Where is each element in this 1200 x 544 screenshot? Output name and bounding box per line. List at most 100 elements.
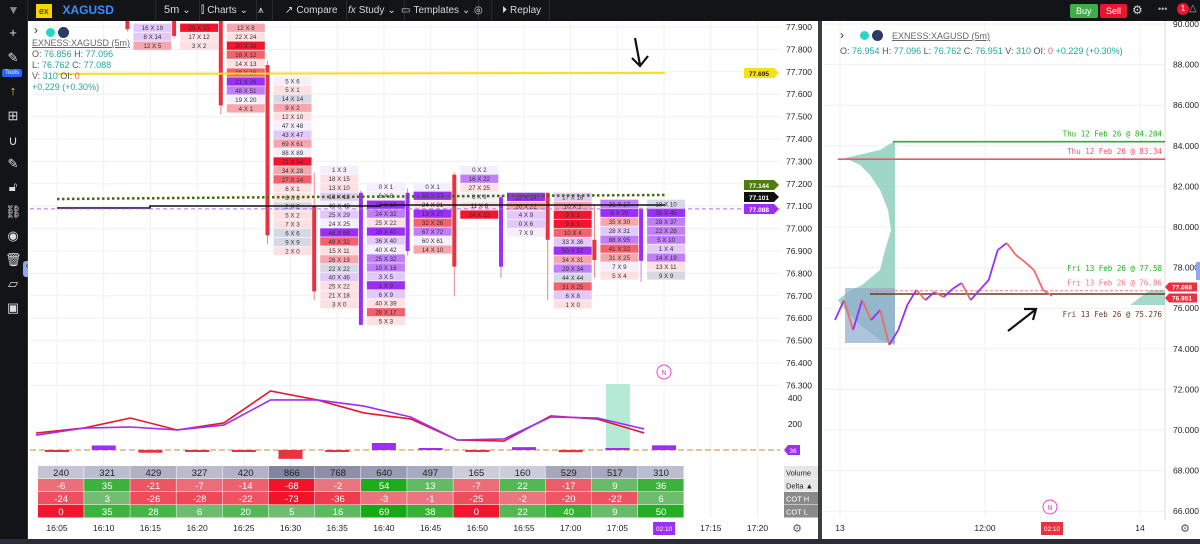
link-icon[interactable]: ⛓ <box>5 204 22 219</box>
table-cell-value: -2 <box>334 481 342 492</box>
price-line-segment <box>934 291 944 298</box>
price-axis-label: 77.800 <box>786 44 812 54</box>
footprint-cell <box>553 228 592 237</box>
chevron-down-icon: ⌄ <box>462 5 471 16</box>
footprint-cell-text: 10 X 16 <box>375 265 397 272</box>
table-cell-value: 9 <box>612 481 617 492</box>
footprint-cell-text: 5 X 6 <box>285 78 300 85</box>
footprint-cell-text: 25 X 22 <box>375 220 397 227</box>
panel-divider[interactable] <box>818 21 822 544</box>
time-axis-label: 16:20 <box>186 523 208 533</box>
news-marker <box>1042 499 1058 515</box>
footprint-cell <box>273 148 312 157</box>
bear-candle <box>312 206 317 292</box>
warning-icon[interactable]: △ <box>1189 3 1197 14</box>
buy-button[interactable]: Buy <box>1070 4 1098 18</box>
table-cell-value: 165 <box>468 468 484 479</box>
footprint-cell <box>273 157 312 166</box>
price-axis-label: 86.000 <box>1173 100 1199 110</box>
symbol-link[interactable]: EXNESS:XAGUSD (5m) <box>32 38 131 48</box>
footprint-cell <box>647 208 686 217</box>
footprint-cell-text: 22 X 28 <box>655 228 677 235</box>
study-dropdown[interactable]: fx Study ⌄ <box>340 0 405 21</box>
table-cell <box>545 479 592 492</box>
table-cell-value: 40 <box>563 507 574 518</box>
footprint-cell-text: 17 X 12 <box>188 34 210 41</box>
grid-icon[interactable]: ⊞ <box>7 108 19 123</box>
fx-icon: fx <box>348 5 356 16</box>
price-axis-label: 77.400 <box>786 134 812 144</box>
crosshair-icon[interactable]: + <box>9 25 17 40</box>
magnet-icon[interactable]: ∪ <box>8 133 18 148</box>
footprint-cell <box>413 236 452 245</box>
footprint-cell-text: 21 X 18 <box>329 293 351 300</box>
table-cell <box>453 505 499 518</box>
table-cell-value: 529 <box>561 468 577 479</box>
footprint-cell <box>366 281 405 290</box>
replay-button[interactable]: ⏵ Replay <box>494 0 551 21</box>
price-tag <box>1165 293 1197 303</box>
arrow-annotation-icon <box>631 37 649 68</box>
symbol-selector[interactable]: ex XAGUSD <box>28 0 156 21</box>
pen-icon[interactable]: ✎ <box>7 50 19 65</box>
trash-icon[interactable]: 🗑︎ <box>5 252 22 267</box>
footprint-cell-text: 19 X 20 <box>235 97 257 104</box>
table-cell-value: 0 <box>474 507 479 518</box>
footprint-cell <box>180 41 219 50</box>
gear-icon[interactable]: ⚙ <box>1132 3 1143 17</box>
charts-dropdown[interactable]: ⫿ Charts ⌄ <box>193 0 258 21</box>
ruler-icon[interactable]: ▱ <box>8 276 18 291</box>
eye-icon[interactable]: ◉ <box>7 228 19 243</box>
footprint-cell-text: 28 X 41 <box>375 229 397 236</box>
footprint-cell <box>366 227 405 236</box>
interval-dropdown[interactable]: 5m ⌄ <box>156 0 200 21</box>
footprint-cell-text: 2 X 0 <box>285 249 300 256</box>
symbol-link[interactable]: EXNESS:XAGUSD (5m) <box>892 31 991 41</box>
collapse-legend-chevron[interactable]: › <box>34 23 38 37</box>
price-axis-label: 66.000 <box>1173 506 1199 516</box>
alert-badge[interactable]: 1 <box>1177 3 1189 15</box>
price-axis-label: 68.000 <box>1173 466 1199 476</box>
compare-button[interactable]: ↗ Compare <box>277 0 347 21</box>
black-price-tag-text: 77.101 <box>749 195 769 202</box>
table-cell-value: -17 <box>562 481 576 492</box>
instagram-button[interactable]: ◎ <box>466 0 492 21</box>
app-logo[interactable]: ▼ <box>0 0 28 21</box>
table-cell <box>591 479 638 492</box>
table-cell <box>268 505 315 518</box>
news-marker <box>656 364 672 380</box>
collapse-sidebar-handle[interactable]: ‹ <box>23 261 31 277</box>
indicators-button[interactable]: ⩚ <box>250 0 273 21</box>
study-label: Study <box>358 5 385 16</box>
footprint-cell-text: 12 X 8 <box>237 25 255 32</box>
screen-draw-icon[interactable]: ▣ <box>6 300 20 315</box>
footprint-cell-text: 6 X 1 <box>285 186 300 193</box>
table-cell <box>407 466 453 479</box>
lock-icon[interactable]: 🔓︎ <box>8 179 18 194</box>
footprint-cell-text: 46 X 68 <box>329 230 351 237</box>
footprint-chart[interactable]: 77.900 77.800 77.700 77.600 77.500 77.400 77.3… <box>28 21 818 539</box>
footprint-cell <box>320 183 359 192</box>
collapse-legend-chevron[interactable]: › <box>840 28 844 42</box>
footprint-cell <box>320 237 359 246</box>
footprint-cell <box>273 220 312 229</box>
footprint-cell <box>647 271 686 280</box>
sub-axis-label: 400 <box>788 393 802 403</box>
footprint-cell <box>647 199 686 208</box>
footprint-cell-text: 26 X 19 <box>329 257 351 264</box>
table-row-header <box>784 505 818 518</box>
footprint-cell <box>600 235 639 244</box>
table-row-label: Delta ▲ <box>786 482 813 491</box>
lock-pen-icon[interactable]: ✎ <box>7 156 19 171</box>
more-menu[interactable]: ••• <box>1158 4 1168 14</box>
templates-dropdown[interactable]: ▭ Templates ⌄ <box>393 0 480 21</box>
bull-candle <box>405 192 410 251</box>
sell-button[interactable]: Sell <box>1100 4 1128 18</box>
table-cell <box>38 492 84 505</box>
footprint-cell <box>647 253 686 262</box>
overview-chart[interactable]: 90.000 88.000 86.000 84.000 82.000 80.000 78.0… <box>822 21 1200 539</box>
price-line-segment <box>1033 269 1044 291</box>
arrow-up-icon[interactable]: ↑ <box>9 83 17 98</box>
table-cell-value: 497 <box>422 468 438 479</box>
price-line-segment <box>952 282 963 290</box>
